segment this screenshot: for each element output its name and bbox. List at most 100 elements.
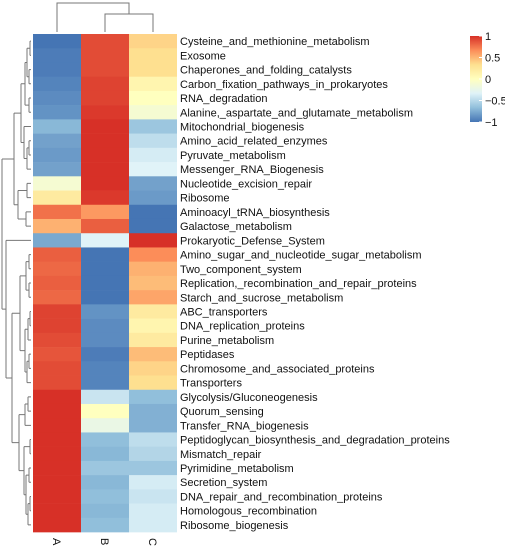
- heatmap-cell: [81, 418, 129, 433]
- row-label: Purine_metabolism: [180, 335, 274, 347]
- heatmap-cell: [81, 304, 129, 319]
- row-label: Mitochondrial_biogenesis: [180, 121, 305, 133]
- dendrogram-branch: [25, 211, 31, 227]
- heatmap-cell: [81, 475, 129, 490]
- row-label: RNA_degradation: [180, 93, 267, 105]
- heatmap-cell: [81, 389, 129, 405]
- row-label: Amino_acid_related_enzymes: [180, 136, 328, 148]
- heatmap-cell: [81, 204, 129, 220]
- heatmap-cell: [129, 261, 177, 277]
- heatmap-cell: [33, 119, 81, 134]
- heatmap-cell: [33, 48, 81, 63]
- heatmap-cell: [33, 304, 81, 319]
- heatmap-cell: [129, 247, 177, 262]
- heatmap-cell: [81, 361, 129, 376]
- heatmap-cell: [33, 446, 81, 462]
- heatmap-cell: [33, 460, 81, 476]
- dendrogram-branch: [28, 140, 31, 156]
- row-label: Peptidoglycan_biosynthesis_and_degradati…: [180, 435, 450, 447]
- heatmap-cell: [129, 119, 177, 134]
- heatmap-cell: [129, 389, 177, 405]
- heatmap-cell: [33, 162, 81, 177]
- heatmap-cell: [129, 347, 177, 362]
- heatmap-cell: [81, 90, 129, 106]
- heatmap-cell: [81, 48, 129, 63]
- column-label: A: [50, 538, 62, 546]
- row-label: Carbon_fixation_pathways_in_prokaryotes: [180, 79, 388, 91]
- heatmap-cell: [129, 446, 177, 462]
- legend-tick-label: −1: [485, 117, 498, 129]
- heatmap-cell: [129, 233, 177, 248]
- heatmap-cell: [81, 446, 129, 462]
- legend-ticks: 1 0.5 0 −0.5 −1: [479, 31, 505, 129]
- heatmap-cell: [33, 62, 81, 77]
- heatmap-cell: [81, 162, 129, 177]
- dendrogram-branch: [27, 396, 31, 412]
- heatmap-cell: [81, 332, 129, 348]
- heatmap-cell: [129, 361, 177, 376]
- heatmap-cell: [129, 517, 177, 533]
- heatmap-cell: [81, 503, 129, 519]
- row-label: Cysteine_and_methionine_metabolism: [180, 36, 370, 48]
- heatmap-cell: [81, 133, 129, 149]
- heatmap-cell: [33, 105, 81, 120]
- heatmap-cell: [81, 489, 129, 504]
- dendrogram-branch: [29, 495, 31, 512]
- heatmap-cell: [129, 318, 177, 334]
- heatmap-cell: [33, 147, 81, 163]
- heatmap-cell: [129, 304, 177, 319]
- row-label: DNA_replication_proteins: [180, 321, 305, 333]
- row-label: Two_component_system: [180, 264, 302, 276]
- dendrogram-branch: [29, 439, 31, 455]
- heatmap-cell: [129, 475, 177, 490]
- color-legend: 1 0.5 0 −0.5 −1: [470, 31, 505, 129]
- heatmap-cell: [33, 133, 81, 149]
- heatmap-cell: [81, 233, 129, 248]
- row-label: Exosome: [180, 50, 226, 62]
- heatmap-cell: [81, 375, 129, 391]
- heatmap-cell: [81, 460, 129, 476]
- row-label: Nucleotide_excision_repair: [180, 178, 312, 190]
- dendrogram-branch: [28, 467, 31, 483]
- heatmap-cell: [33, 275, 81, 291]
- dendrogram-branch: [28, 69, 31, 85]
- heatmap-cell: [129, 76, 177, 92]
- dendrogram-branch: [29, 40, 31, 56]
- heatmap-cell: [33, 403, 81, 419]
- row-label: Homologous_recombination: [180, 506, 317, 518]
- heatmap-cell: [81, 275, 129, 291]
- heatmap-cell: [33, 475, 81, 490]
- heatmap-cell: [129, 90, 177, 106]
- heatmap-cell: [129, 375, 177, 391]
- heatmap-cell: [81, 517, 129, 533]
- heatmap-cell: [33, 489, 81, 504]
- row-label: Alanine,_aspartate_and_glutamate_metabol…: [180, 107, 413, 119]
- heatmap-cell: [129, 190, 177, 206]
- row-label: Chaperones_and_folding_catalysts: [180, 65, 352, 77]
- row-label: DNA_repair_and_recombination_proteins: [180, 491, 383, 503]
- heatmap-cell: [81, 290, 129, 305]
- column-dendrogram: [56, 2, 154, 32]
- row-label: Pyruvate_metabolism: [180, 150, 286, 162]
- heatmap-cell: [81, 432, 129, 447]
- heatmap-cell: [129, 460, 177, 476]
- heatmap-cell: [129, 432, 177, 447]
- dendrogram-branch: [28, 353, 31, 369]
- heatmap-cell: [129, 403, 177, 419]
- heatmap-cell: [33, 261, 81, 277]
- heatmap-cells: [33, 34, 177, 533]
- row-label: Transfer_RNA_biogenesis: [180, 420, 309, 432]
- heatmap-cell: [81, 62, 129, 77]
- heatmap-cell: [33, 34, 81, 49]
- row-label: Transporters: [180, 378, 242, 390]
- heatmap-cell: [33, 418, 81, 433]
- heatmap-cell: [33, 347, 81, 362]
- row-label: Prokaryotic_Defense_System: [180, 235, 325, 247]
- heatmap-cell: [129, 147, 177, 163]
- dendrogram-branch: [56, 2, 130, 32]
- heatmap-cell: [81, 176, 129, 191]
- dendrogram-branch: [26, 182, 31, 199]
- heatmap-cell: [33, 318, 81, 334]
- row-dendrogram: [1, 40, 31, 526]
